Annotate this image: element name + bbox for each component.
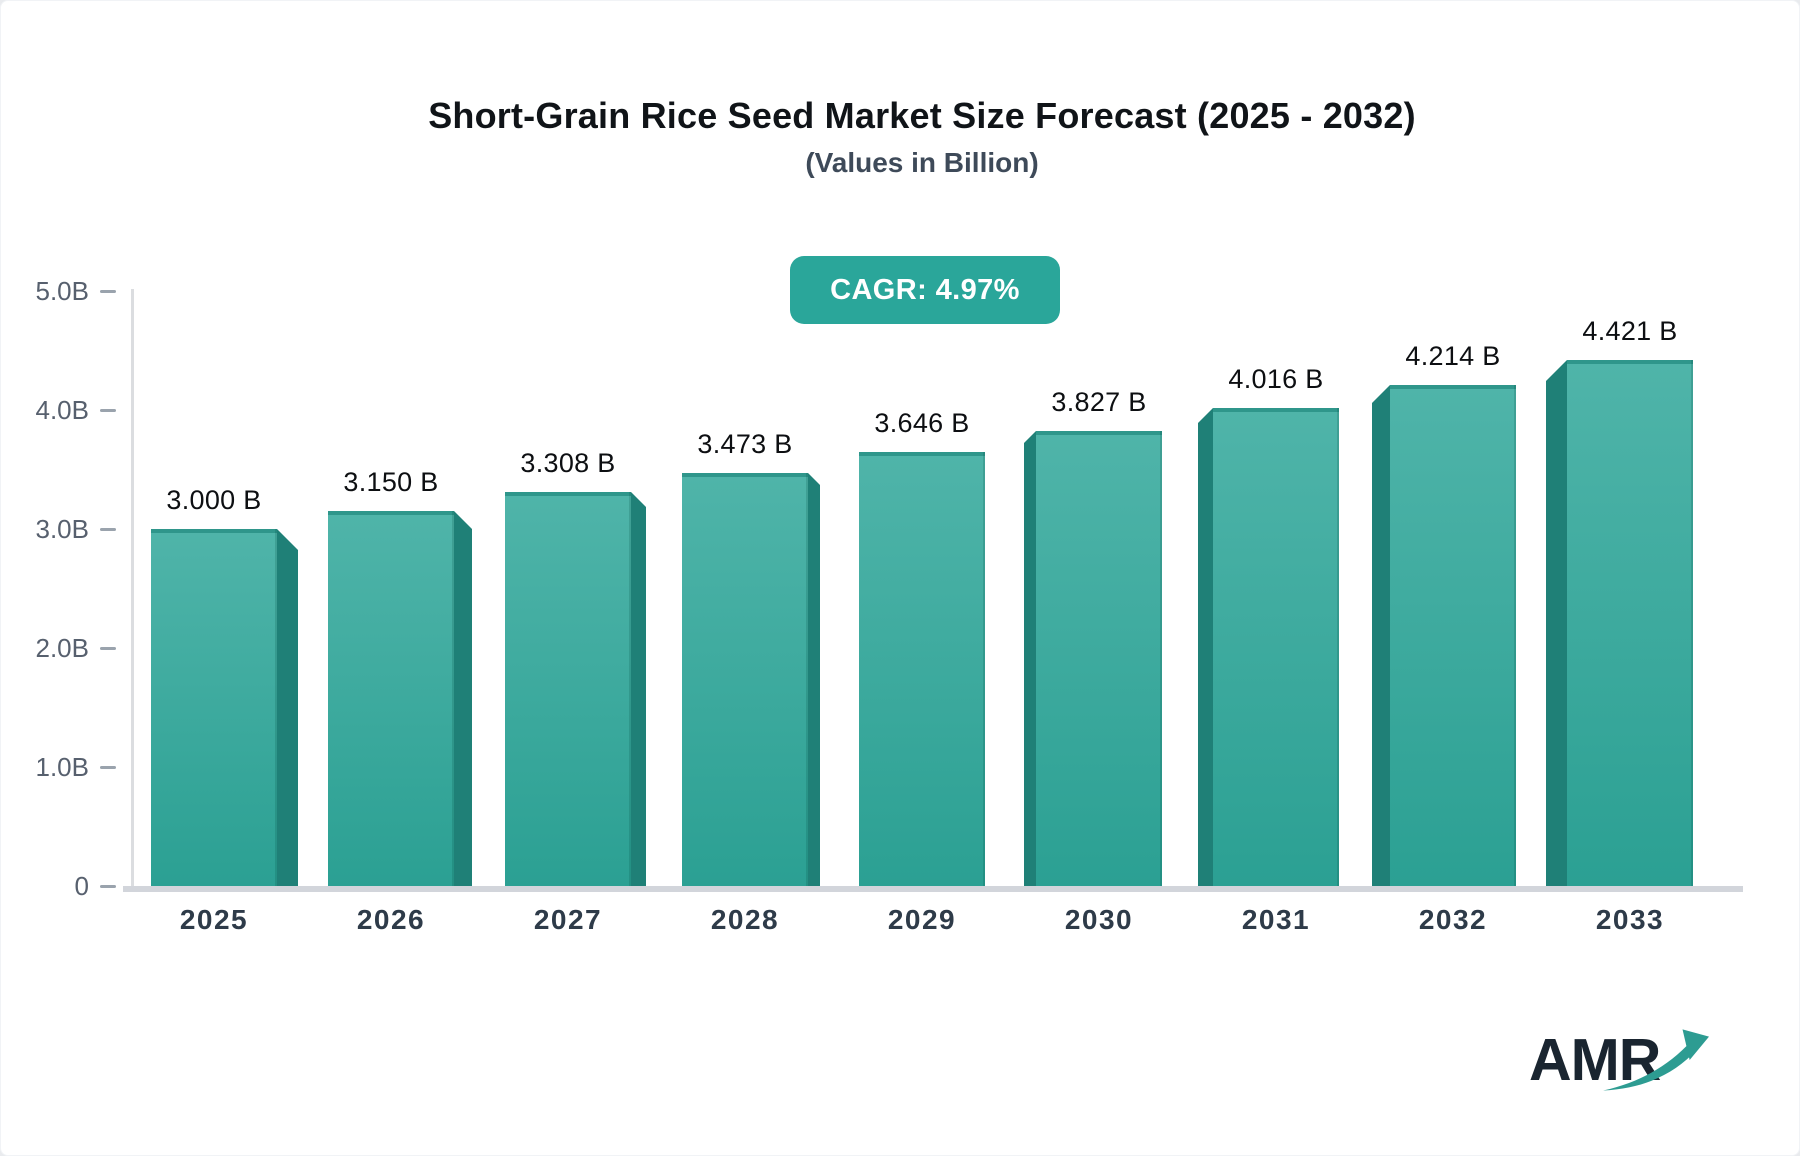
x-axis-label-2026: 2026 [356, 904, 426, 935]
logo-arrow-icon [1603, 1029, 1709, 1091]
x-axis-label-2032: 2032 [1418, 904, 1488, 935]
x-axis-label-2031: 2031 [1241, 904, 1311, 935]
bar-2025 [151, 529, 277, 886]
y-axis-line [131, 289, 134, 886]
x-axis-label-2025: 2025 [179, 904, 249, 935]
bar-value-label: 4.421 B [1582, 316, 1678, 346]
bar-side-face [1198, 408, 1213, 886]
y-axis-tick-mark [100, 290, 116, 293]
y-axis-tick-mark [100, 766, 116, 769]
y-axis-tick-label: 3.0B [35, 514, 90, 544]
bar-2028 [682, 473, 808, 886]
bar-2033 [1567, 360, 1693, 886]
y-axis-tick-label: 1.0B [35, 752, 90, 782]
x-axis-label-2028: 2028 [710, 904, 780, 935]
chart-title: Short-Grain Rice Seed Market Size Foreca… [428, 95, 1416, 136]
x-axis-label-2030: 2030 [1064, 904, 1134, 935]
bar-value-label: 3.473 B [697, 429, 793, 459]
y-axis-tick-mark [100, 409, 116, 412]
cagr-badge: CAGR: 4.97% [790, 256, 1060, 324]
cagr-badge-label: CAGR: 4.97% [830, 273, 1020, 306]
chart-subtitle: (Values in Billion) [805, 147, 1039, 178]
x-axis-baseline [123, 886, 1743, 892]
bar-side-face [1024, 431, 1036, 886]
bar-side-face [1372, 385, 1390, 886]
bar-2030 [1036, 431, 1162, 886]
y-axis-tick-mark [100, 885, 116, 888]
bar-value-label: 4.016 B [1228, 364, 1324, 394]
bar-value-label: 3.827 B [1051, 387, 1147, 417]
y-axis-tick-mark [100, 647, 116, 650]
bar-side-face [277, 529, 298, 886]
bar-2031 [1213, 408, 1339, 886]
x-axis-label-2029: 2029 [887, 904, 957, 935]
bar-2029 [859, 452, 985, 886]
bar-value-label: 3.646 B [874, 408, 970, 438]
y-axis-tick-label: 0 [74, 871, 89, 901]
bar-value-label: 3.000 B [166, 485, 262, 515]
y-axis-tick-label: 2.0B [35, 633, 90, 663]
x-axis-label-2033: 2033 [1595, 904, 1665, 935]
x-axis-label-2027: 2027 [533, 904, 603, 935]
bar-side-face [1546, 360, 1567, 886]
y-axis-tick-mark [100, 528, 116, 531]
bar-value-label: 3.150 B [343, 467, 439, 497]
bar-value-label: 4.214 B [1405, 341, 1501, 371]
bar-side-face [808, 473, 820, 886]
y-axis-tick-label: 4.0B [35, 395, 90, 425]
y-axis-tick-label: 5.0B [35, 276, 90, 306]
bar-value-label: 3.308 B [520, 448, 616, 478]
bar-2032 [1390, 385, 1516, 886]
bar-2027 [505, 492, 631, 886]
bar-side-face [631, 492, 646, 886]
bar-side-face [454, 511, 472, 886]
bar-2026 [328, 511, 454, 886]
